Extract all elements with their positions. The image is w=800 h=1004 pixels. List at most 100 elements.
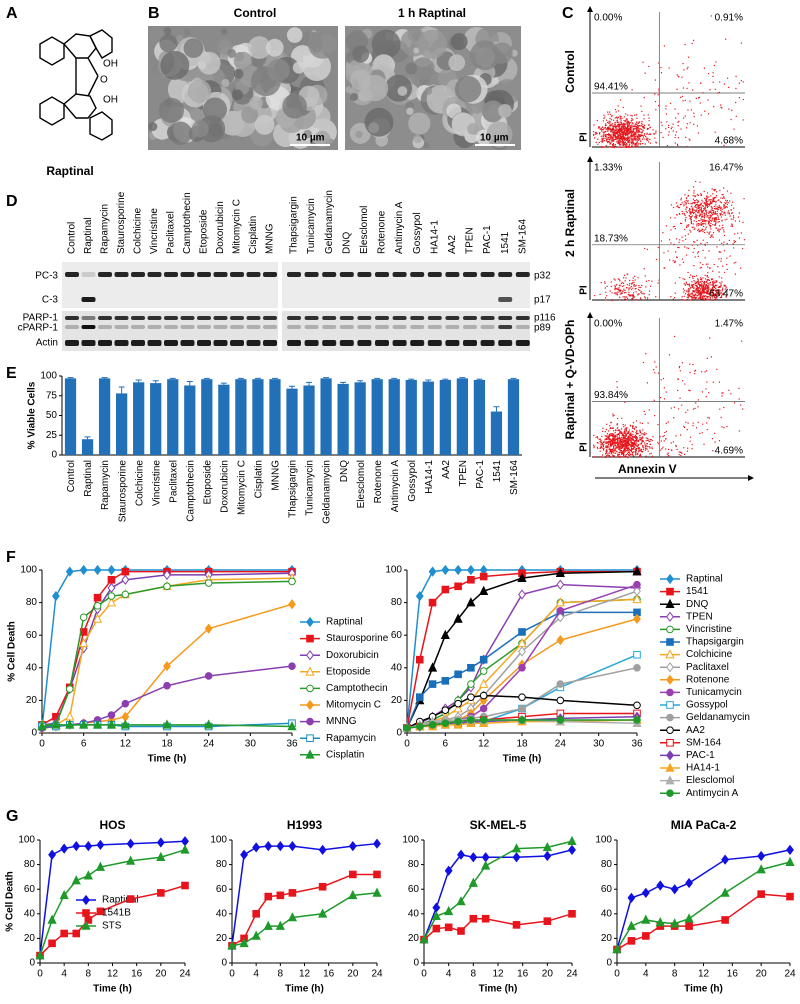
event-dot xyxy=(628,295,631,297)
event-dot xyxy=(709,224,711,227)
marker xyxy=(666,750,674,761)
event-dot xyxy=(700,293,702,295)
x-tick-label: 18 xyxy=(516,739,528,750)
event-dot xyxy=(621,453,623,455)
event-dot xyxy=(621,141,623,143)
event-dot xyxy=(694,284,697,286)
event-dot xyxy=(623,132,625,134)
event-dot xyxy=(698,231,700,233)
marker xyxy=(252,910,260,918)
event-dot xyxy=(657,94,659,96)
event-dot xyxy=(605,446,607,448)
event-dot xyxy=(637,293,639,295)
event-dot xyxy=(660,72,663,74)
marker xyxy=(263,920,273,930)
event-dot xyxy=(714,298,716,301)
marker xyxy=(556,579,565,590)
event-dot xyxy=(677,408,680,410)
event-dot xyxy=(722,244,724,246)
legend-label: Antimycin A xyxy=(686,788,739,799)
marker xyxy=(518,628,526,636)
event-dot xyxy=(689,299,692,301)
marker xyxy=(454,699,462,708)
marker xyxy=(126,838,135,849)
event-dot xyxy=(630,441,633,443)
event-dot xyxy=(732,201,734,203)
event-dot xyxy=(721,281,723,283)
event-dot xyxy=(621,431,623,434)
event-dot xyxy=(716,296,718,298)
event-dot xyxy=(672,260,674,262)
event-dot xyxy=(706,206,708,209)
texture xyxy=(282,93,307,119)
event-dot xyxy=(742,408,744,410)
event-dot xyxy=(711,206,713,208)
event-dot xyxy=(610,443,612,445)
marker xyxy=(786,892,794,901)
row-label: C-3 xyxy=(42,295,59,306)
event-dot xyxy=(688,138,690,140)
texture xyxy=(302,52,331,82)
event-dot xyxy=(630,444,632,446)
event-dot xyxy=(614,279,616,281)
event-dot xyxy=(711,202,713,204)
event-dot xyxy=(643,97,645,99)
event-dot xyxy=(722,224,724,226)
marker xyxy=(288,662,296,670)
event-dot xyxy=(704,220,706,222)
event-dot xyxy=(619,450,621,452)
event-dot xyxy=(699,230,701,233)
event-dot xyxy=(617,447,619,449)
event-dot xyxy=(636,126,638,128)
x-tick-label: 12 xyxy=(299,969,311,980)
marker xyxy=(163,661,171,672)
event-dot xyxy=(629,128,632,130)
event-dot xyxy=(610,136,612,139)
event-dot xyxy=(686,290,688,292)
event-dot xyxy=(642,361,645,364)
event-dot xyxy=(597,138,599,140)
band xyxy=(197,340,211,346)
event-dot xyxy=(712,285,714,287)
event-dot xyxy=(712,284,715,286)
event-dot xyxy=(711,218,713,220)
event-dot xyxy=(624,441,626,443)
event-dot xyxy=(694,370,696,372)
event-dot xyxy=(700,297,702,300)
event-dot xyxy=(733,128,735,130)
event-dot xyxy=(606,433,608,435)
event-dot xyxy=(638,135,640,137)
event-dot xyxy=(693,294,695,296)
error-bar xyxy=(323,377,330,379)
event-dot xyxy=(623,448,625,450)
band xyxy=(131,316,145,320)
marker xyxy=(633,586,641,597)
event-dot xyxy=(617,124,619,126)
event-dot xyxy=(704,297,706,300)
event-dot xyxy=(608,128,610,131)
event-dot xyxy=(696,209,698,211)
event-dot xyxy=(738,430,741,432)
event-dot xyxy=(620,146,622,148)
event-dot xyxy=(699,291,701,293)
panel-label: C xyxy=(562,5,574,22)
event-dot xyxy=(605,139,608,141)
event-dot xyxy=(625,134,627,136)
event-dot xyxy=(711,235,713,237)
event-dot xyxy=(636,139,639,141)
event-dot xyxy=(719,228,721,230)
event-dot xyxy=(698,284,701,287)
event-dot xyxy=(618,445,621,447)
event-dot xyxy=(693,192,695,194)
event-dot xyxy=(629,434,631,436)
event-dot xyxy=(692,408,695,410)
event-dot xyxy=(705,196,708,198)
event-dot xyxy=(719,225,721,227)
bar xyxy=(456,378,468,455)
event-dot xyxy=(700,296,702,298)
event-dot xyxy=(625,146,627,149)
event-dot xyxy=(699,213,701,215)
event-dot xyxy=(630,449,632,452)
event-dot xyxy=(711,290,713,293)
event-dot xyxy=(696,223,698,225)
